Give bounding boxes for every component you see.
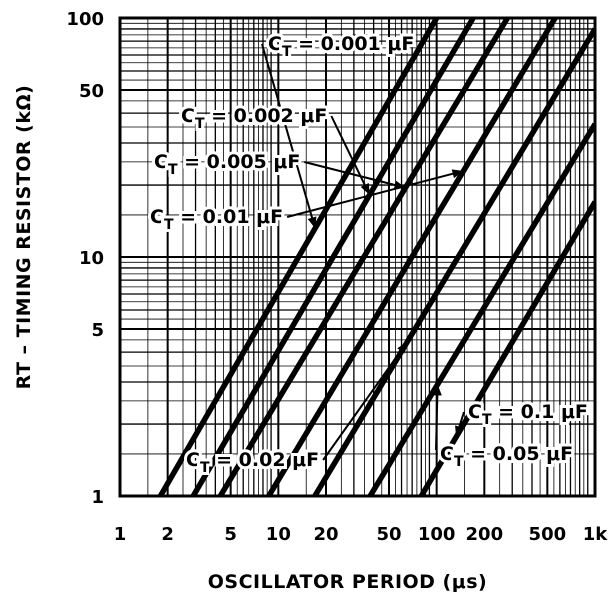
x-tick-label: 1 (114, 524, 127, 545)
x-axis-title: OSCILLATOR PERIOD (μs) (208, 571, 487, 593)
y-tick-label: 1 (91, 487, 104, 508)
callout-leader (330, 115, 371, 196)
x-tick-label: 50 (376, 524, 401, 545)
y-tick-label: 50 (79, 81, 104, 102)
x-tick-label: 10 (266, 524, 291, 545)
callout-label-sub: T (282, 44, 292, 60)
x-tick-labels: 1 2 5 10 20 50 100 200 500 1k (114, 524, 609, 545)
callout-label-rest: = 0.02 μF (210, 449, 320, 471)
callout-label-c: C (154, 151, 168, 173)
series-line-3 (217, 18, 510, 496)
series-line-4 (266, 18, 558, 496)
callout-leader (304, 161, 406, 189)
callout-label-c: C (186, 449, 200, 471)
callout-label: CT = 0.01 μF (150, 206, 283, 233)
callout-arrowhead (397, 341, 408, 354)
callout-label-sub: T (482, 412, 492, 428)
x-tick-label: 100 (418, 524, 456, 545)
callout-leader (322, 341, 409, 461)
x-tick-label: 1k (583, 524, 609, 545)
callout-label-sub: T (195, 116, 205, 132)
callout-1: CT = 0.001 μF (261, 30, 417, 229)
plot-frame (118, 16, 597, 498)
x-tick-label: 20 (313, 524, 338, 545)
series-line-5 (312, 27, 595, 496)
y-tick-labels: 1 5 10 50 100 (66, 9, 104, 508)
y-tick-label: 100 (66, 9, 104, 30)
callout-4: CT = 0.01 μF (147, 169, 464, 236)
x-tick-label: 200 (466, 524, 504, 545)
callout-label-sub: T (200, 460, 210, 476)
callout-arrowhead (451, 169, 464, 179)
callout-label: CT = 0.02 μF (186, 449, 319, 476)
callout-label-rest: = 0.002 μF (205, 105, 328, 127)
callout-label: CT = 0.001 μF (268, 33, 414, 60)
callout-label: CT = 0.1 μF (468, 401, 588, 428)
callout-5: CT = 0.02 μF (183, 341, 409, 479)
callout-label-rest: = 0.005 μF (178, 151, 301, 173)
callout-label: CT = 0.002 μF (181, 105, 327, 132)
callout-leader (286, 169, 464, 218)
series-line-6 (367, 122, 595, 496)
callout-6: CT = 0.05 μF (432, 384, 576, 473)
callout-label-c: C (181, 105, 195, 127)
y-tick-label: 5 (91, 320, 104, 341)
callout-label-sub: T (164, 217, 174, 233)
series-line-2 (190, 18, 476, 496)
callout-label-c: C (150, 206, 164, 228)
x-tick-label: 5 (224, 524, 237, 545)
callout-arrowhead (360, 182, 370, 195)
callout-label-rest: = 0.05 μF (464, 443, 574, 465)
callout-7: CT = 0.1 μF (455, 398, 591, 438)
x-tick-label: 2 (161, 524, 174, 545)
callout-3: CT = 0.005 μF (151, 148, 406, 190)
series-line-7 (418, 200, 595, 496)
callout-label-c: C (468, 401, 482, 423)
callout-label-rest: = 0.1 μF (492, 401, 588, 423)
x-tick-label: 500 (529, 524, 567, 545)
callout-label-sub: T (454, 454, 464, 470)
callout-label-c: C (440, 443, 454, 465)
callout-arrowhead (455, 425, 464, 438)
callout-label-rest: = 0.001 μF (292, 33, 415, 55)
series-layer (158, 18, 595, 496)
callout-label-c: C (268, 33, 282, 55)
y-tick-label: 10 (79, 248, 104, 269)
series-line-1 (158, 18, 440, 496)
callout-2: CT = 0.002 μF (178, 102, 371, 196)
callout-arrowhead (432, 384, 442, 396)
callout-label-sub: T (168, 162, 178, 178)
y-axis-title: RT – TIMING RESISTOR (kΩ) (13, 85, 35, 390)
callout-label: CT = 0.005 μF (154, 151, 300, 178)
callout-label: CT = 0.05 μF (440, 443, 573, 470)
callout-label-rest: = 0.01 μF (174, 206, 284, 228)
callout-arrowhead (307, 216, 317, 229)
callout-leader (261, 43, 317, 229)
